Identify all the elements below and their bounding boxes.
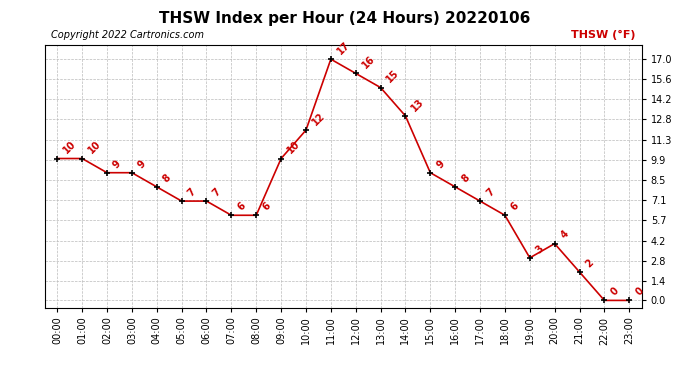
Text: 7: 7	[210, 186, 222, 198]
Text: 12: 12	[310, 111, 327, 128]
Text: 13: 13	[410, 96, 426, 113]
Text: 3: 3	[534, 243, 546, 255]
Text: 6: 6	[260, 201, 273, 213]
Text: 10: 10	[61, 139, 78, 156]
Text: 9: 9	[435, 158, 446, 170]
Text: 6: 6	[235, 201, 248, 213]
Text: 9: 9	[111, 158, 123, 170]
Text: 7: 7	[186, 186, 197, 198]
Text: 15: 15	[385, 68, 402, 85]
Text: 10: 10	[86, 139, 103, 156]
Text: 9: 9	[136, 158, 148, 170]
Text: 10: 10	[285, 139, 302, 156]
Text: 2: 2	[584, 257, 595, 269]
Text: 4: 4	[559, 229, 571, 241]
Text: 17: 17	[335, 40, 352, 56]
Text: 0: 0	[609, 286, 620, 298]
Text: 8: 8	[460, 172, 471, 184]
Text: 8: 8	[161, 172, 173, 184]
Text: 6: 6	[509, 201, 521, 213]
Text: THSW (°F): THSW (°F)	[571, 30, 635, 40]
Text: 0: 0	[633, 286, 645, 298]
Text: THSW Index per Hour (24 Hours) 20220106: THSW Index per Hour (24 Hours) 20220106	[159, 11, 531, 26]
Text: 16: 16	[360, 54, 377, 70]
Text: Copyright 2022 Cartronics.com: Copyright 2022 Cartronics.com	[51, 30, 204, 40]
Text: 7: 7	[484, 186, 496, 198]
